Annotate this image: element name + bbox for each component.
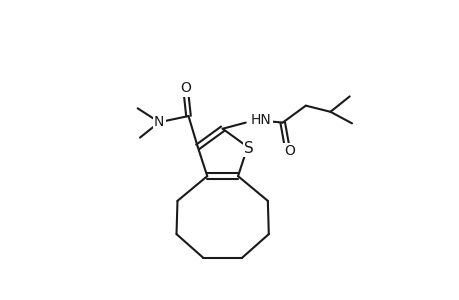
Text: N: N — [154, 115, 164, 129]
Text: O: O — [179, 81, 190, 95]
Text: HN: HN — [250, 113, 270, 127]
Text: O: O — [284, 144, 294, 158]
Text: S: S — [244, 141, 253, 156]
